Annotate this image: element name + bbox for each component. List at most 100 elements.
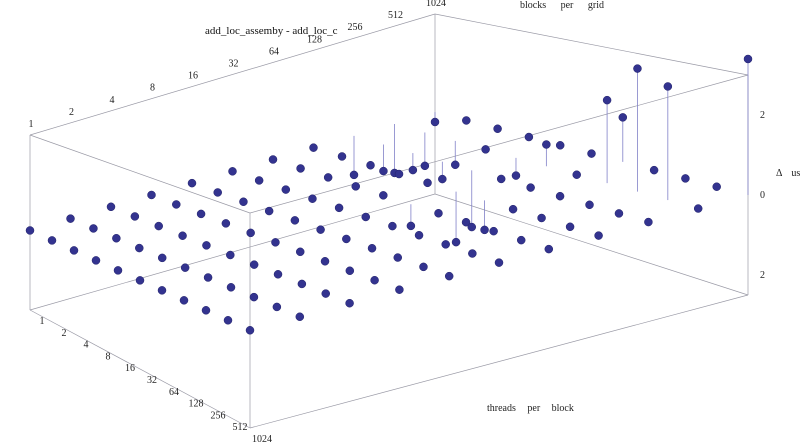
data-point — [420, 161, 430, 171]
data-point — [461, 217, 471, 227]
z-tick-labels: 2 0 2 — [760, 110, 765, 281]
x-tick-label: 16 — [125, 363, 135, 374]
data-point — [112, 234, 121, 243]
box-edge — [249, 294, 749, 429]
data-point — [249, 260, 259, 269]
data-point — [602, 95, 612, 105]
y-tick-label: 16 — [188, 71, 198, 82]
data-point — [249, 292, 259, 302]
x-tick-label: 1024 — [252, 434, 272, 445]
data-point — [245, 326, 255, 335]
data-point — [395, 285, 404, 294]
data-point — [544, 244, 554, 254]
data-point — [444, 271, 454, 281]
data-point — [393, 253, 403, 262]
data-point — [441, 240, 450, 249]
data-point — [272, 302, 282, 312]
data-point — [295, 312, 305, 321]
data-point — [113, 266, 123, 275]
data-point — [555, 141, 565, 150]
stems-layer — [353, 59, 749, 243]
data-point — [508, 204, 518, 214]
data-point — [370, 275, 379, 285]
y-tick-label: 1024 — [426, 0, 446, 9]
data-point — [618, 113, 628, 122]
data-point — [494, 258, 504, 267]
data-point — [320, 257, 330, 266]
data-point — [187, 178, 197, 188]
data-point — [414, 230, 424, 240]
data-point — [226, 250, 235, 260]
data-point — [572, 170, 581, 179]
data-point — [47, 236, 57, 245]
x-tick-label: 1 — [40, 316, 45, 327]
data-point — [450, 160, 460, 170]
data-point — [157, 286, 167, 295]
data-point — [281, 185, 291, 194]
data-point — [693, 204, 703, 213]
data-point — [271, 238, 280, 247]
data-point — [496, 174, 506, 184]
data-point — [202, 241, 211, 250]
data-point — [565, 222, 575, 232]
data-point — [203, 273, 213, 282]
data-point — [345, 298, 354, 308]
data-point — [406, 221, 416, 231]
y-tick-label: 128 — [307, 34, 322, 45]
data-point — [361, 212, 370, 222]
data-point — [394, 169, 404, 179]
y-tick-label: 1 — [29, 119, 34, 130]
data-point — [89, 224, 98, 233]
data-point — [273, 270, 283, 279]
data-point — [467, 222, 477, 232]
data-point — [172, 200, 181, 209]
points-layer — [25, 54, 753, 335]
data-point — [481, 145, 490, 154]
x-tick-label: 128 — [189, 399, 204, 410]
data-point — [334, 203, 344, 213]
bounding-box — [29, 13, 749, 429]
data-point — [342, 234, 351, 244]
data-point — [537, 213, 546, 223]
data-point — [135, 276, 145, 285]
data-point — [345, 266, 355, 275]
y-tick-label: 2 — [69, 107, 74, 118]
data-point — [511, 171, 521, 180]
x-tick-labels: 1 2 4 8 16 32 64 128 256 512 1024 — [40, 316, 273, 445]
box-edge — [434, 13, 749, 76]
y-axis-title: blocks per grid — [520, 0, 604, 11]
box-edge — [434, 193, 749, 296]
box-edge — [249, 74, 749, 214]
data-point — [246, 228, 255, 238]
data-point — [423, 178, 432, 188]
data-point — [349, 170, 359, 180]
data-point — [201, 306, 211, 315]
data-point — [388, 221, 397, 231]
x-tick-label: 64 — [169, 387, 179, 398]
x-tick-label: 32 — [147, 375, 157, 386]
data-point — [712, 182, 721, 191]
data-point — [226, 283, 236, 292]
y-tick-label: 512 — [388, 10, 403, 21]
data-point — [493, 124, 502, 133]
data-point — [594, 231, 603, 240]
data-point — [290, 216, 300, 225]
data-point — [130, 212, 140, 221]
data-point — [179, 296, 189, 305]
y-tick-label: 8 — [150, 83, 155, 94]
data-point — [154, 221, 163, 231]
data-point — [366, 160, 375, 170]
data-point — [516, 235, 526, 245]
data-point — [213, 188, 222, 197]
data-point — [585, 200, 594, 210]
data-point — [295, 247, 305, 257]
data-point — [743, 54, 753, 64]
z-axis-title: Δ us — [776, 168, 800, 179]
data-point — [268, 155, 278, 164]
data-point — [316, 225, 325, 234]
data-point — [135, 243, 144, 253]
data-point — [633, 64, 642, 73]
data-point — [526, 183, 535, 192]
data-point — [308, 194, 317, 203]
data-point — [644, 217, 653, 227]
